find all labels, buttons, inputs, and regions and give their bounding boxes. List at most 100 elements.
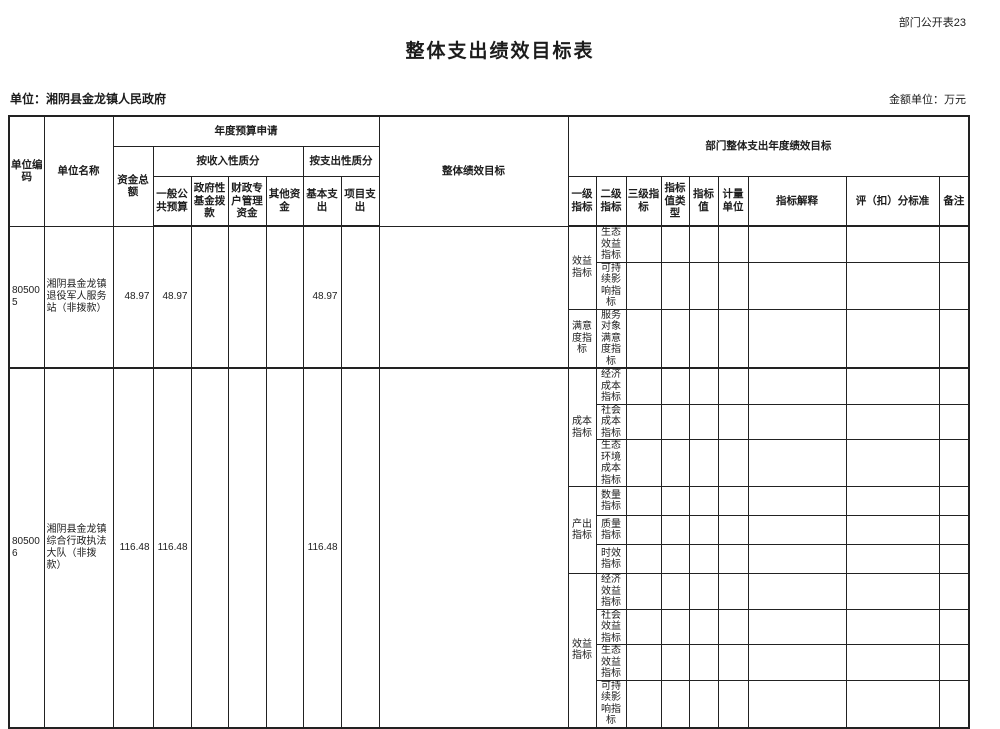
fiscal-special-account-cell — [227, 225, 267, 369]
measure-unit-cell — [717, 644, 749, 681]
unit-code-cell: 805005 — [8, 225, 45, 369]
level3-indicator-cell — [625, 403, 662, 440]
level3-indicator-cell — [625, 261, 662, 310]
measure-unit-cell — [717, 573, 749, 610]
header-fiscal-special-account: 财政专户管理资金 — [227, 175, 267, 227]
header-value-type: 指标值类型 — [660, 175, 690, 227]
header-total-funds: 资金总额 — [112, 145, 154, 227]
project-expenditure-cell — [340, 225, 380, 369]
unit-code-cell: 805006 — [8, 367, 45, 728]
gov-fund-cell — [190, 367, 229, 728]
indicator-value-cell — [688, 573, 719, 610]
header-row-3: 一般公共预算 政府性基金拨款 财政专户管理资金 其他资金 基本支出 项目支出 一… — [9, 175, 970, 227]
other-funds-cell — [265, 225, 304, 369]
level2-indicator-cell: 服务对象满意度指标 — [595, 308, 627, 369]
level3-indicator-cell — [625, 679, 662, 728]
indicator-value-type-cell — [660, 544, 690, 574]
table-row: 效益指标 经济效益指标 — [9, 573, 970, 728]
level1-indicator-cell: 效益指标 — [567, 225, 597, 310]
level2-indicator-cell: 可持续影响指标 — [595, 261, 627, 310]
level3-indicator-cell — [625, 644, 662, 681]
scoring-standard-cell — [845, 486, 940, 516]
table-row: 805005 湘阴县金龙镇退役军人服务站（非拨款） 48.97 48.97 48.97 效… — [8, 225, 970, 369]
measure-unit-cell — [717, 261, 749, 310]
header-by-income: 按收入性质分 — [152, 145, 304, 177]
measure-unit-cell — [717, 515, 749, 545]
level3-indicator-cell — [625, 439, 662, 487]
level1-indicator-cell: 满意度指标 — [567, 308, 597, 369]
indicator-explanation-cell — [747, 367, 847, 405]
general-public-budget-cell: 116.48 — [152, 367, 192, 728]
level2-indicator-cell: 数量指标 — [595, 486, 627, 516]
level3-indicator-cell — [625, 515, 662, 545]
indicator-value-cell — [688, 403, 719, 440]
measure-unit-cell — [717, 679, 749, 728]
measure-unit-cell — [717, 225, 749, 263]
remarks-cell — [938, 679, 970, 728]
indicator-explanation-cell — [747, 439, 847, 487]
indicator-value-type-cell — [660, 608, 690, 645]
indicator-value-cell — [688, 439, 719, 487]
header-by-expenditure: 按支出性质分 — [302, 145, 380, 177]
table-row: 生态环境成本指标 — [9, 439, 970, 487]
header-explanation: 指标解释 — [747, 175, 847, 227]
level2-indicator-cell: 社会效益指标 — [595, 608, 627, 645]
unit-name-cell: 湘阴县金龙镇退役军人服务站（非拨款） — [43, 225, 114, 369]
level1-indicator-cell: 成本指标 — [567, 367, 597, 487]
indicator-explanation-cell — [747, 573, 847, 610]
page-title: 整体支出绩效目标表 — [405, 41, 595, 62]
indicator-value-type-cell — [660, 486, 690, 516]
indicator-explanation-cell — [747, 515, 847, 545]
unit-name-cell: 湘阴县金龙镇综合行政执法大队（非拨款） — [43, 367, 114, 728]
level3-indicator-cell — [625, 225, 662, 263]
header-level2-indicator: 二级指标 — [595, 175, 627, 227]
measure-unit-cell — [717, 544, 749, 574]
level2-indicator-cell: 生态环境成本指标 — [595, 439, 627, 487]
table-row: 社会成本指标 — [9, 403, 970, 440]
header-general-public-budget: 一般公共预算 — [152, 175, 192, 227]
header-remarks: 备注 — [938, 175, 970, 227]
level3-indicator-cell — [625, 544, 662, 574]
remarks-cell — [938, 261, 970, 310]
scoring-standard-cell — [845, 679, 940, 728]
header-unit-code: 单位编码 — [8, 115, 45, 227]
scoring-standard-cell — [845, 544, 940, 574]
indicator-value-type-cell — [660, 644, 690, 681]
indicator-explanation-cell — [747, 308, 847, 369]
header-overall-target: 整体绩效目标 — [378, 115, 569, 227]
remarks-cell — [938, 403, 970, 440]
table-row: 时效指标 — [9, 544, 970, 574]
remarks-cell — [938, 515, 970, 545]
remarks-cell — [938, 308, 970, 369]
header-row-1: 单位编码 单位名称 年度预算申请 整体绩效目标 部门整体支出年度绩效目标 — [8, 115, 970, 227]
performance-target-table: 单位编码 单位名称 年度预算申请 整体绩效目标 部门整体支出年度绩效目标 资金总… — [8, 115, 971, 729]
indicator-value-cell — [688, 544, 719, 574]
measure-unit-cell — [717, 367, 749, 405]
fiscal-special-account-cell — [227, 367, 267, 728]
overall-target-cell — [378, 367, 569, 728]
header-row-2: 资金总额 按收入性质分 按支出性质分 — [9, 145, 969, 227]
header-project-expenditure: 项目支出 — [340, 175, 380, 227]
general-public-budget-cell: 48.97 — [152, 225, 192, 369]
scoring-standard-cell — [845, 439, 940, 487]
header-indicator-value: 指标值 — [688, 175, 719, 227]
remarks-cell — [938, 367, 970, 405]
scoring-standard-cell — [845, 403, 940, 440]
indicator-value-type-cell — [660, 261, 690, 310]
basic-expenditure-cell: 116.48 — [302, 367, 342, 728]
header-unit-name: 单位名称 — [43, 115, 114, 227]
header-annual-budget: 年度预算申请 — [112, 115, 380, 147]
project-expenditure-cell — [340, 367, 380, 728]
scoring-standard-cell — [845, 261, 940, 310]
indicator-value-type-cell — [660, 225, 690, 263]
level3-indicator-cell — [625, 486, 662, 516]
indicator-value-cell — [688, 261, 719, 310]
scoring-standard-cell — [845, 515, 940, 545]
indicator-explanation-cell — [747, 679, 847, 728]
indicator-value-type-cell — [660, 679, 690, 728]
table-row: 满意度指标 服务对象满意度指标 — [9, 308, 970, 369]
indicator-value-type-cell — [660, 515, 690, 545]
gov-fund-cell — [190, 225, 229, 369]
scoring-standard-cell — [845, 308, 940, 369]
indicator-value-type-cell — [660, 308, 690, 369]
